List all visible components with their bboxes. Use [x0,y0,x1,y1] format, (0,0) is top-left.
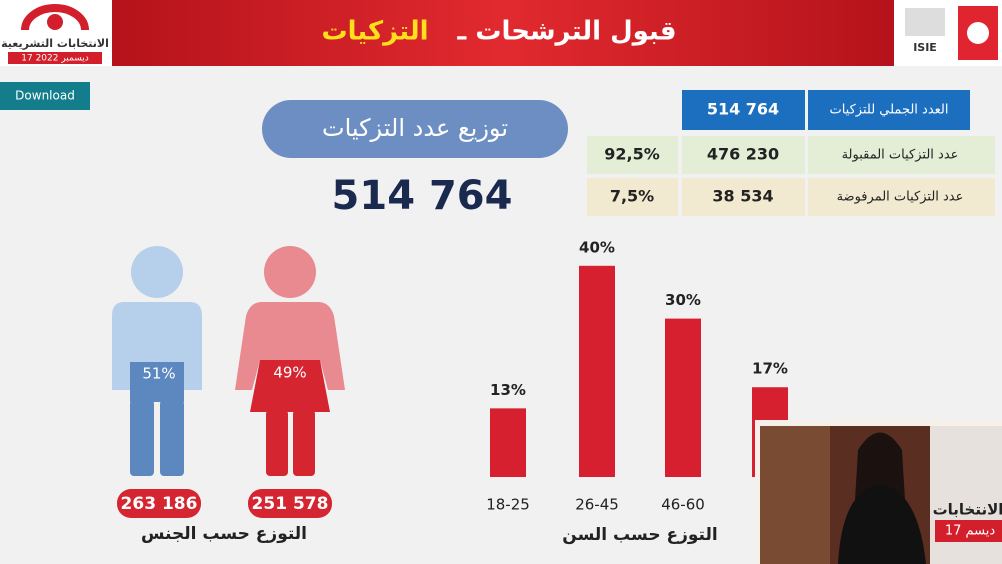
row-percent: 92,5% [604,145,660,164]
row-percent-bg [587,136,678,174]
skirt [250,360,330,412]
count-pill [248,489,332,518]
row-value-bg [682,178,805,216]
row-percent: 7,5% [610,187,654,206]
head [131,246,183,298]
men-percent: 51% [142,365,175,383]
logo-right-text: ISIE [913,41,937,54]
download-button[interactable] [0,82,90,110]
logo-arc [21,4,89,31]
logo-left: الانتخابات التشريعية 17 ديسمبر 2022 [1,4,109,64]
row-value-bg [682,136,805,174]
gender-caption: التوزع حسب الجنس [141,524,307,544]
torso [235,302,345,390]
x-tick-label: 46-60 [661,496,705,514]
leg [293,410,315,476]
value-label: 17% [752,360,788,378]
x-tick-label: 18-25 [486,496,530,514]
leg [160,400,184,476]
value-label: 30% [665,291,701,309]
row-value: 476 230 [707,145,779,164]
chart-title: التوزع حسب السن [562,525,717,545]
video-overlay: الانتخابات 17 ديسم [755,420,1002,564]
bar [579,265,615,477]
torso [112,302,202,390]
torso-fill [130,362,184,402]
flag-circle [967,22,989,44]
row-value: 514 764 [707,100,779,119]
women-figure: 49% [235,246,345,476]
logo-date-bg [8,52,102,64]
title: قبول الترشحات ـ [456,17,676,47]
interpreter-hair [855,432,905,500]
title-highlight: التزكيات [321,17,428,47]
pill-text: توزيع عدد التزكيات [322,114,508,142]
row-value-bg [682,90,805,130]
row-label: عدد التزكيات المقبولة [842,148,959,163]
overlay-date-bg [935,520,1002,542]
value-label: 13% [490,381,526,399]
download-label[interactable]: Download [15,89,75,103]
logo-dot [47,14,63,30]
women-count: 251 578 [252,494,329,514]
row-value: 38 534 [712,187,773,206]
row-label-bg [808,90,970,130]
row-label-bg [808,136,995,174]
count-pill [117,489,201,518]
head [264,246,316,298]
logo-title: الانتخابات التشريعية [1,37,109,50]
header-band [112,0,894,66]
bar [665,318,701,477]
row-label-bg [808,178,995,216]
logo-right: ISIE [905,6,998,60]
row-label: عدد التزكيات المرفوضة [837,190,964,205]
overlay-door [760,426,830,564]
total: 514 764 [332,173,513,219]
overlay-date: 17 ديسم [945,524,996,539]
pill [262,100,568,158]
x-tick-label: 26-45 [575,496,619,514]
overlay-logo-bg [930,426,1002,564]
men-figure: 51% [112,246,202,476]
women-percent: 49% [273,364,306,382]
leg [266,410,288,476]
row-label: العدد الجملي للتزكيات [829,103,948,118]
leg [130,400,154,476]
bar [490,408,526,477]
interpreter-body [838,484,926,564]
logo-date: 17 ديسمبر 2022 [21,54,89,64]
logo-right-mark [905,8,945,36]
value-label: 40% [579,238,615,256]
overlay-text: الانتخابات [933,501,1002,519]
row-percent-bg [587,178,678,216]
men-count: 263 186 [121,494,198,514]
